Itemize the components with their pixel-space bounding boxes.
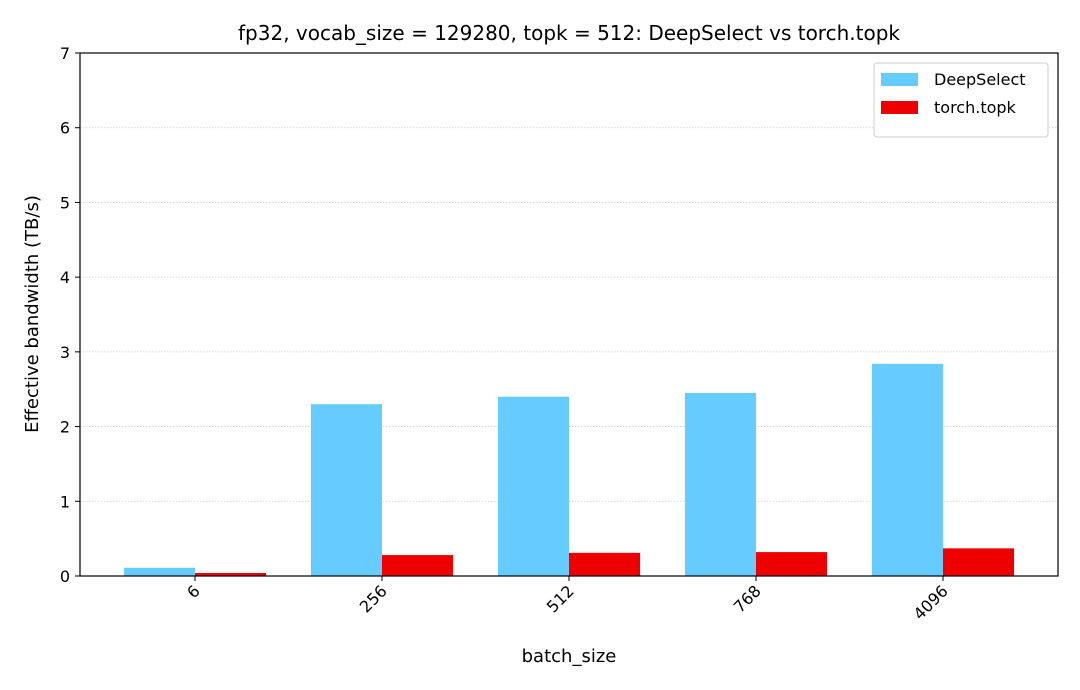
x-tick-label: 6 <box>183 581 204 602</box>
legend: DeepSelect torch.topk <box>873 62 1049 138</box>
y-tick-label: 7 <box>60 44 70 63</box>
legend-label: torch.topk <box>934 98 1017 117</box>
x-tick-label: 256 <box>356 581 391 616</box>
legend-swatch <box>881 101 918 114</box>
legend-label: DeepSelect <box>934 70 1026 89</box>
bar <box>942 548 1015 576</box>
x-tick-label: 768 <box>730 581 765 616</box>
bar <box>382 555 454 576</box>
y-axis-label: Effective bandwidth (TB/s) <box>22 195 43 433</box>
y-tick-label: 6 <box>60 119 70 138</box>
x-axis-label: batch_size <box>522 646 617 667</box>
bar <box>195 573 267 576</box>
bar <box>755 552 828 576</box>
bar <box>684 392 756 576</box>
bar <box>871 363 943 576</box>
y-tick-label: 5 <box>60 193 70 212</box>
y-tick-label: 4 <box>60 268 70 287</box>
bar <box>310 404 383 576</box>
y-tick-label: 1 <box>60 492 70 511</box>
bar <box>123 567 196 576</box>
y-tick-label: 3 <box>60 343 70 362</box>
chart-title: fp32, vocab_size = 129280, topk = 512: D… <box>238 21 900 45</box>
legend-swatch <box>881 73 918 86</box>
y-tick-label: 2 <box>60 418 70 437</box>
bar <box>569 552 641 576</box>
plot-frame <box>79 52 1059 577</box>
bar <box>497 396 569 576</box>
x-tick-label: 512 <box>543 581 578 616</box>
y-tick-label: 0 <box>60 567 70 586</box>
x-tick-label: 4096 <box>910 581 952 623</box>
